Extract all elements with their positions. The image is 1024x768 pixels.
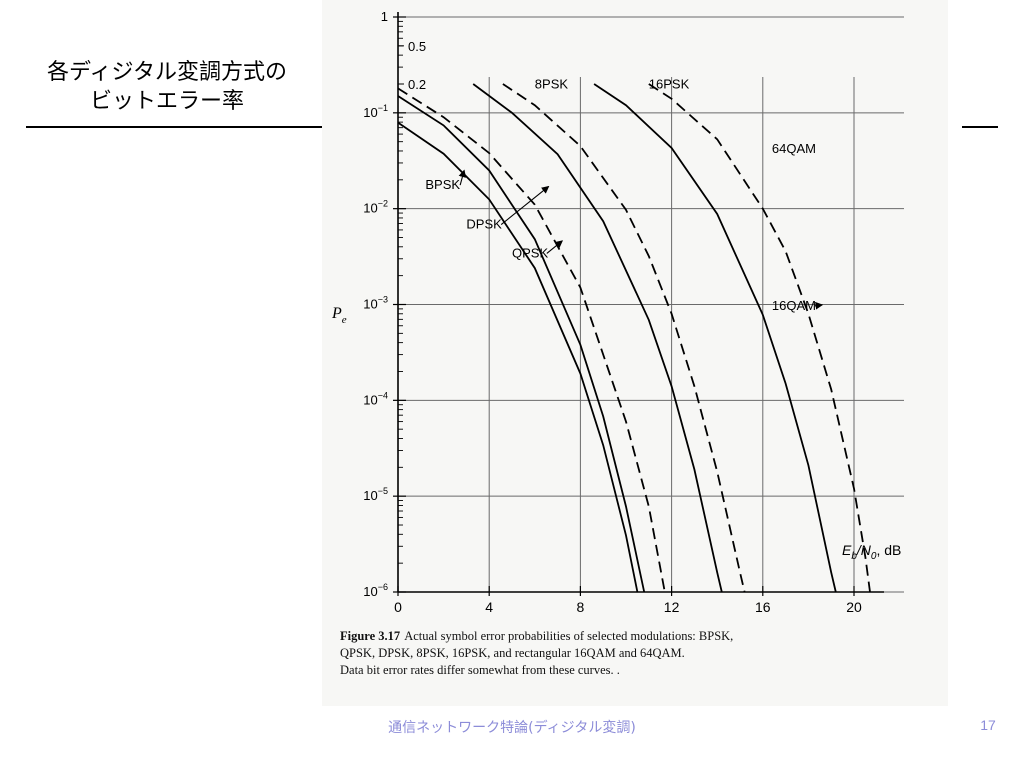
x-tick-label: 8 [577, 599, 585, 615]
figure-scan: 1 10−1 10−2 10−3 10−4 10−5 10−6 0.5 0.2 0 4 8 12 16 20… [322, 0, 948, 706]
label-dpsk: DPSK [466, 217, 502, 232]
x-tick-label: 12 [664, 599, 680, 615]
x-tick-label: 0 [394, 599, 402, 615]
y-extra-label: 0.5 [408, 39, 426, 54]
label-bpsk: BPSK [425, 177, 460, 192]
x-tick-label: 20 [846, 599, 862, 615]
y-axis-label: Pe [331, 305, 347, 326]
title-divider-left [26, 126, 326, 128]
label-qpsk: QPSK [512, 245, 548, 260]
y-tick-label: 10−3 [363, 295, 388, 312]
caption-line3: Data bit error rates differ somewhat fro… [340, 663, 620, 677]
series-64qam [648, 83, 871, 593]
error-probability-chart: 1 10−1 10−2 10−3 10−4 10−5 10−6 0.5 0.2 0 4 8 12 16 20… [331, 9, 904, 615]
slide-footer: 通信ネットワーク特論(ディジタル変調) [388, 720, 636, 736]
title-divider-right [962, 126, 998, 128]
page-number: 17 [980, 717, 996, 733]
caption-line1: Actual symbol error probabilities of sel… [404, 629, 734, 643]
series-16qam [502, 83, 746, 593]
y-tick-label: 10−2 [363, 199, 388, 216]
y-tick-label: 1 [381, 9, 388, 24]
slide-title-line2: ビットエラー率 [89, 89, 244, 114]
label-8psk: 8PSK [535, 76, 569, 91]
label-64qam: 64QAM [772, 141, 816, 156]
x-tick-label: 4 [485, 599, 493, 615]
caption-line2: QPSK, DPSK, 8PSK, 16PSK, and rectangular… [340, 646, 685, 660]
y-tick-label: 10−5 [363, 486, 388, 503]
y-extra-label: 0.2 [408, 77, 426, 92]
series-16psk [593, 83, 837, 593]
arrow-bpsk [458, 169, 467, 186]
arrow-dpsk [500, 185, 550, 225]
slide-title: 各ディジタル変調方式の ビットエラー率 [22, 58, 312, 116]
caption-label: Figure 3.17 [340, 629, 401, 643]
series-dpsk [397, 87, 666, 593]
arrow-16qam [814, 301, 824, 310]
label-16qam: 16QAM [772, 298, 816, 313]
x-axis-label: Eb/N0, dB [842, 542, 901, 562]
slide-title-line1: 各ディジタル変調方式の [46, 60, 288, 85]
figure-caption: Figure 3.17 Actual symbol error probabili… [340, 628, 940, 679]
arrow-qpsk [546, 240, 564, 254]
series-qpsk [397, 95, 646, 593]
series-bpsk [397, 121, 639, 593]
label-16psk: 16PSK [649, 76, 690, 91]
x-tick-label: 16 [755, 599, 771, 615]
y-tick-label: 10−4 [363, 390, 388, 407]
y-tick-label: 10−6 [363, 582, 388, 599]
series-8psk [472, 83, 723, 593]
y-tick-label: 10−1 [363, 103, 388, 120]
